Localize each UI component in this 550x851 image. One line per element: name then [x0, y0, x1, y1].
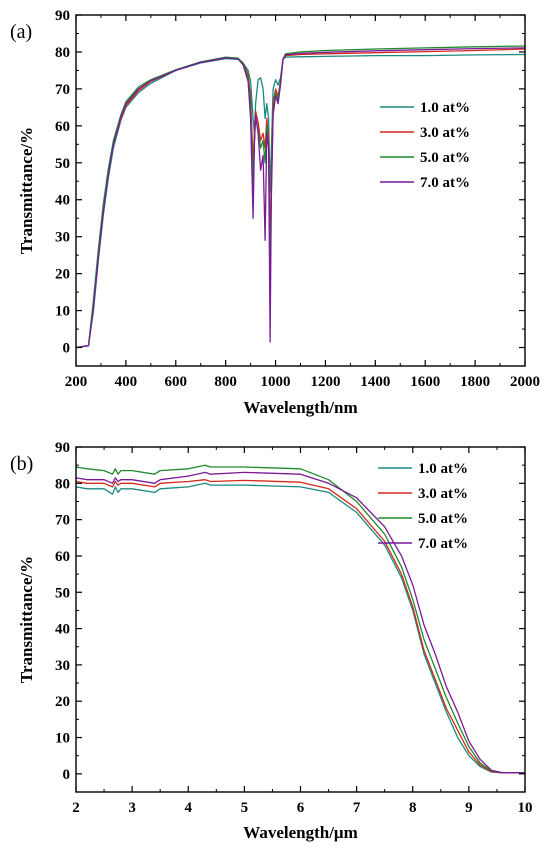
legend-label-4: 7.0 at%: [418, 536, 468, 552]
legend-label-2: 3.0 at%: [418, 486, 468, 502]
y-tick-label: 60: [55, 119, 70, 135]
series-line-2: [76, 48, 525, 349]
x-tick-label: 1000: [261, 374, 291, 390]
panel-label: (b): [10, 453, 33, 475]
x-tick-label: 2000: [510, 374, 540, 390]
x-tick-label: 600: [165, 374, 188, 390]
x-tick-label: 2: [72, 800, 80, 816]
x-tick-label: 1600: [410, 374, 440, 390]
y-tick-label: 70: [55, 82, 70, 98]
plot-area: [76, 464, 525, 774]
series-line-3: [76, 464, 525, 774]
x-tick-label: 1800: [460, 374, 490, 390]
legend-label-4: 7.0 at%: [420, 175, 470, 191]
y-tick-label: 0: [63, 341, 71, 357]
series-line-1: [76, 482, 525, 774]
y-tick-label: 20: [55, 694, 70, 710]
legend-label-1: 1.0 at%: [420, 100, 470, 116]
y-tick-label: 80: [55, 45, 70, 61]
x-tick-label: 6: [297, 800, 305, 816]
legend: 1.0 at% 3.0 at% 5.0 at% 7.0 at%: [380, 100, 470, 191]
legend: 1.0 at% 3.0 at% 5.0 at% 7.0 at%: [378, 461, 468, 552]
y-tick-label: 90: [55, 440, 70, 456]
x-tick-label: 4: [185, 800, 193, 816]
y-tick-label: 40: [55, 193, 70, 209]
y-tick-label: 30: [55, 658, 70, 674]
y-tick-label: 70: [55, 513, 70, 529]
series-line-3: [76, 45, 525, 349]
x-tick-label: 400: [115, 374, 138, 390]
y-tick-label: 40: [55, 622, 70, 638]
y-tick-label: 20: [55, 267, 70, 283]
x-tick-label: 10: [518, 800, 533, 816]
y-tick-label: 80: [55, 476, 70, 492]
y-tick-label: 50: [55, 156, 70, 172]
y-tick-label: 30: [55, 230, 70, 246]
x-tick-label: 1200: [310, 374, 340, 390]
x-tick-label: 9: [465, 800, 473, 816]
x-axis-title: Wavelength/μm: [243, 823, 357, 842]
series-line-2: [76, 479, 525, 774]
series-line-4: [76, 47, 525, 349]
x-tick-label: 800: [214, 374, 237, 390]
y-axis-title: Transmittance/%: [17, 556, 36, 683]
y-tick-label: 90: [55, 8, 70, 24]
x-tick-label: 200: [65, 374, 88, 390]
y-tick-label: 10: [55, 304, 70, 320]
x-tick-label: 7: [353, 800, 361, 816]
y-tick-label: 60: [55, 549, 70, 565]
chart-panel-b: 2 3 4 5 6 7 8 9 10 0 10 20 30 40 50 60 70 80 90 Wavelength/…: [10, 440, 533, 842]
x-tick-label: 5: [241, 800, 249, 816]
x-axis-title: Wavelength/nm: [243, 398, 357, 417]
y-tick-label: 50: [55, 585, 70, 601]
series-line-4: [76, 471, 525, 774]
x-tick-label: 3: [128, 800, 136, 816]
x-tick-label: 8: [409, 800, 417, 816]
panel-label: (a): [10, 21, 32, 43]
series-line-1: [76, 53, 525, 349]
y-tick-label: 10: [55, 731, 70, 747]
legend-label-2: 3.0 at%: [420, 125, 470, 141]
chart-panel-a: 200 400 600 800 1000 1200 1400 1600 1800 2000 0 10 2…: [10, 8, 540, 417]
x-tick-label: 1400: [360, 374, 390, 390]
y-tick-label: 0: [63, 767, 71, 783]
y-axis-title: Transmittance/%: [17, 127, 36, 254]
legend-label-3: 5.0 at%: [420, 150, 470, 166]
legend-label-1: 1.0 at%: [418, 461, 468, 477]
plot-area: [76, 45, 525, 349]
legend-label-3: 5.0 at%: [418, 511, 468, 527]
